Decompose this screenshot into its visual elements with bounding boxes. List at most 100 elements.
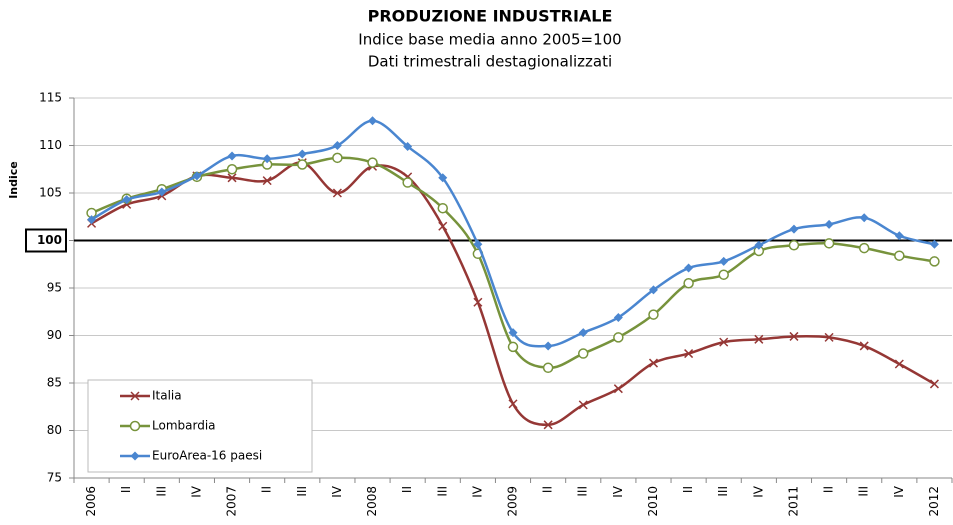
x-tick-label: II	[260, 486, 274, 493]
marker	[754, 334, 764, 344]
marker	[684, 263, 694, 273]
marker	[648, 309, 659, 320]
marker	[438, 221, 448, 231]
marker	[613, 332, 624, 343]
legend-label: EuroArea-16 paesi	[152, 449, 262, 463]
y-tick-label: 80	[47, 423, 62, 437]
x-tick-label: III	[295, 486, 309, 497]
x-tick-label: III	[435, 486, 449, 497]
marker	[788, 240, 800, 251]
marker	[683, 278, 694, 289]
marker	[157, 187, 167, 197]
legend-label: Italia	[152, 389, 182, 403]
marker	[824, 332, 834, 342]
y-tick-label: 110	[39, 138, 62, 152]
y-tick-label: 100	[37, 233, 62, 247]
chart-title: PRODUZIONE INDUSTRIALE	[368, 7, 613, 26]
legend-marker	[130, 451, 140, 461]
marker	[613, 312, 623, 322]
marker	[473, 297, 483, 307]
reference-label-box	[25, 228, 67, 253]
x-tick-label: II	[400, 486, 414, 493]
marker	[332, 141, 342, 150]
marker	[297, 149, 307, 159]
x-tick-label: III	[857, 486, 871, 497]
x-tick-label: 2012	[927, 486, 941, 517]
marker	[297, 159, 308, 170]
marker	[858, 242, 870, 254]
y-tick-label: 115	[39, 91, 62, 105]
marker	[332, 188, 342, 198]
x-tick-label: III	[154, 486, 168, 497]
legend-label: Lombardia	[152, 419, 216, 433]
marker	[227, 173, 237, 183]
marker	[437, 202, 449, 214]
marker	[789, 224, 799, 234]
chart-subtitle: Dati trimestrali destagionalizzati	[368, 53, 612, 71]
marker	[684, 349, 694, 359]
x-tick-label: 2011	[786, 486, 800, 517]
y-tick-label: 105	[39, 186, 62, 200]
marker	[368, 116, 378, 126]
marker	[578, 400, 588, 410]
marker	[613, 384, 623, 394]
x-tick-label: 2007	[225, 486, 239, 517]
x-tick-label: 2009	[506, 486, 520, 517]
marker	[894, 231, 904, 241]
x-tick-label: 2006	[84, 486, 98, 517]
x-tick-label: II	[541, 486, 555, 493]
x-tick-label: IV	[892, 485, 906, 498]
marker	[332, 152, 343, 164]
x-tick-label: III	[716, 486, 730, 497]
marker	[577, 348, 589, 359]
marker	[543, 420, 553, 430]
y-tick-label: 85	[47, 376, 62, 390]
x-tick-label: II	[822, 486, 836, 493]
y-tick-label: 90	[47, 328, 62, 342]
marker	[227, 151, 237, 161]
marker	[929, 379, 939, 389]
marker	[542, 362, 554, 374]
marker	[718, 269, 729, 280]
marker	[226, 164, 238, 175]
marker	[578, 328, 588, 338]
x-tick-label: 2008	[365, 486, 379, 517]
x-tick-label: II	[681, 486, 695, 493]
marker	[929, 239, 939, 249]
marker	[403, 141, 413, 151]
y-axis-title: Indice	[7, 161, 20, 199]
x-tick-label: IV	[330, 485, 344, 498]
marker	[438, 173, 448, 183]
marker	[789, 331, 799, 341]
marker	[859, 213, 869, 223]
marker	[508, 328, 518, 338]
marker	[859, 341, 869, 351]
marker	[367, 157, 378, 168]
marker	[824, 219, 834, 229]
x-tick-label: 2010	[646, 486, 660, 517]
x-tick-label: IV	[189, 485, 203, 498]
marker	[543, 341, 553, 351]
marker	[122, 195, 132, 205]
x-tick-label: II	[119, 486, 133, 493]
marker	[262, 154, 272, 164]
marker	[648, 358, 659, 368]
x-tick-label: III	[576, 486, 590, 497]
series-line	[90, 119, 935, 348]
marker	[507, 341, 519, 353]
marker	[719, 256, 729, 266]
y-tick-label: 95	[47, 281, 62, 295]
legend-marker	[130, 391, 140, 401]
x-tick-label: IV	[611, 485, 625, 498]
marker	[402, 177, 413, 188]
marker	[648, 285, 658, 295]
marker	[754, 240, 764, 250]
marker	[894, 250, 905, 261]
marker	[894, 359, 904, 369]
y-tick-label: 75	[47, 471, 62, 485]
chart-subtitle: Indice base media anno 2005=100	[358, 31, 621, 49]
marker	[192, 171, 202, 181]
marker	[508, 399, 518, 409]
x-tick-label: IV	[751, 485, 765, 498]
